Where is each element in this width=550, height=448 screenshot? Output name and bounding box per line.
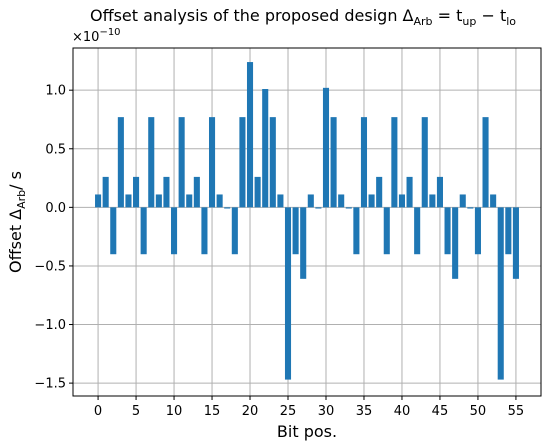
bar <box>201 207 208 255</box>
bar <box>398 194 406 208</box>
x-tick-label: 20 <box>242 404 259 419</box>
title-eq: = t <box>433 6 463 25</box>
y-tick-label: −1.0 <box>34 318 66 333</box>
chart-title: Offset analysis of the proposed design Δ… <box>90 6 516 28</box>
y-scale-base: ×10 <box>72 30 99 45</box>
y-tick-label: 1.0 <box>45 84 66 99</box>
bar <box>133 176 140 208</box>
title-prefix: Offset analysis of the proposed design Δ <box>90 6 414 25</box>
bar <box>171 207 178 255</box>
y-label-suffix: / s <box>6 171 25 190</box>
x-tick-label: 10 <box>166 404 183 419</box>
bar <box>444 207 451 255</box>
bar <box>117 117 124 208</box>
bar <box>140 207 147 255</box>
bar <box>125 194 132 208</box>
bar <box>254 176 261 208</box>
bar <box>497 207 504 380</box>
bar <box>322 87 330 208</box>
x-ticks: 0 5 10 15 20 25 30 35 40 45 50 55 <box>94 396 524 419</box>
bar <box>345 207 352 209</box>
bar <box>368 194 375 208</box>
x-tick-label: 50 <box>470 404 487 419</box>
bar <box>505 207 512 255</box>
bar <box>216 194 223 208</box>
x-tick-label: 45 <box>432 404 449 419</box>
bar <box>231 207 238 255</box>
bar <box>292 207 299 255</box>
bar <box>436 176 443 208</box>
y-label-prefix: Offset Δ <box>6 209 25 273</box>
title-sub-arb: Arb <box>414 15 433 28</box>
x-tick-label: 30 <box>318 404 335 419</box>
y-scale-label: ×10−10 <box>72 27 121 45</box>
x-tick-label: 55 <box>508 404 525 419</box>
bar <box>414 207 421 255</box>
bar <box>467 207 474 209</box>
bar <box>330 117 337 208</box>
bar <box>155 194 162 208</box>
x-tick-label: 25 <box>280 404 297 419</box>
x-axis-label: Bit pos. <box>277 422 337 441</box>
bar <box>208 117 216 208</box>
bar <box>315 207 322 209</box>
bar <box>406 176 413 208</box>
y-tick-label: 0.5 <box>45 142 66 157</box>
y-ticks: −1.5 −1.0 −0.5 0.0 0.5 1.0 <box>34 84 73 392</box>
bar <box>246 62 254 208</box>
x-tick-label: 40 <box>394 404 411 419</box>
bar <box>262 89 269 208</box>
title-sub-lo: lo <box>506 15 516 28</box>
bar <box>300 207 307 279</box>
bar <box>452 207 459 279</box>
bar <box>482 117 489 208</box>
bar <box>239 117 246 208</box>
bar <box>110 207 117 255</box>
x-tick-label: 35 <box>356 404 373 419</box>
bar <box>224 207 231 209</box>
bar <box>163 176 170 208</box>
bar <box>338 194 345 208</box>
y-scale-exponent: −10 <box>99 27 120 38</box>
bar <box>360 117 368 208</box>
bar <box>284 207 292 380</box>
bar <box>490 194 497 208</box>
bar <box>186 194 193 208</box>
bar <box>383 207 390 255</box>
bar <box>95 194 102 208</box>
bar <box>376 176 383 208</box>
bar-series <box>95 62 519 380</box>
bar <box>353 207 360 255</box>
grid-lines <box>73 48 541 396</box>
bar <box>269 117 276 208</box>
bar <box>277 194 284 208</box>
y-label-sub: Arb <box>15 190 28 209</box>
bar <box>391 117 398 208</box>
y-tick-label: −0.5 <box>34 259 66 274</box>
bar <box>429 194 436 208</box>
x-tick-label: 15 <box>204 404 221 419</box>
bar <box>421 117 428 208</box>
bar <box>459 194 466 208</box>
bar <box>102 176 109 208</box>
y-axis-label: Offset ΔArb/ s <box>6 171 28 273</box>
bar <box>148 117 155 208</box>
plot-frame <box>72 47 542 397</box>
bar <box>512 207 519 279</box>
bar <box>474 207 481 255</box>
bar <box>193 176 200 208</box>
title-minus: − t <box>476 6 506 25</box>
x-tick-label: 0 <box>94 404 102 419</box>
bar <box>178 117 185 208</box>
title-sub-up: up <box>462 15 476 28</box>
y-tick-label: −1.5 <box>34 377 66 392</box>
x-tick-label: 5 <box>132 404 140 419</box>
bar <box>307 194 314 208</box>
y-tick-label: 0.0 <box>45 201 66 216</box>
